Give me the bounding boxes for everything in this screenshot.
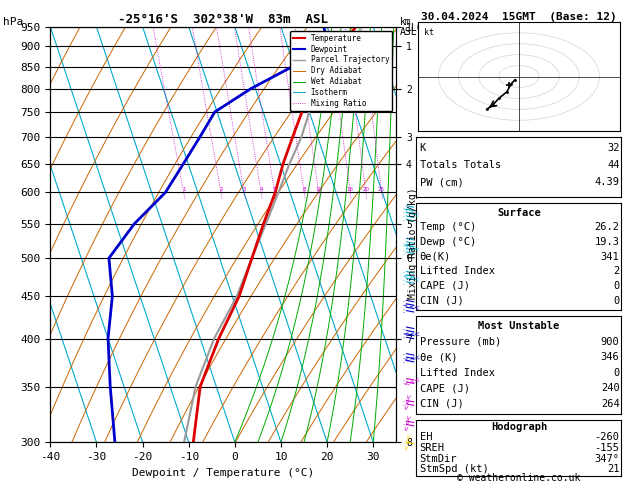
Text: © weatheronline.co.uk: © weatheronline.co.uk <box>457 473 581 483</box>
Text: km
ASL: km ASL <box>399 17 417 37</box>
Text: >>>: >>> <box>401 240 420 251</box>
Text: -: - <box>403 307 405 312</box>
Text: 20: 20 <box>362 188 369 192</box>
Text: 21: 21 <box>607 464 620 474</box>
Text: 8: 8 <box>303 188 306 192</box>
Text: Surface: Surface <box>497 208 541 218</box>
Text: K: K <box>420 143 426 153</box>
Text: 25: 25 <box>378 188 385 192</box>
Text: -: - <box>403 335 405 341</box>
Text: -: - <box>403 311 405 316</box>
Legend: Temperature, Dewpoint, Parcel Trajectory, Dry Adiabat, Wet Adiabat, Isotherm, Mi: Temperature, Dewpoint, Parcel Trajectory… <box>290 31 392 111</box>
Text: Totals Totals: Totals Totals <box>420 160 501 170</box>
Text: Pressure (mb): Pressure (mb) <box>420 337 501 347</box>
Text: 0: 0 <box>613 368 620 378</box>
Text: 4.39: 4.39 <box>594 177 620 187</box>
Text: CAPE (J): CAPE (J) <box>420 281 469 291</box>
Text: θe(K): θe(K) <box>420 252 451 261</box>
Text: 347°: 347° <box>594 454 620 464</box>
Text: kt: kt <box>425 28 434 37</box>
Text: Temp (°C): Temp (°C) <box>420 222 476 232</box>
Text: -: - <box>403 210 405 215</box>
Text: -155: -155 <box>594 443 620 453</box>
Text: 26.2: 26.2 <box>594 222 620 232</box>
Text: -: - <box>403 282 405 287</box>
Text: -: - <box>403 214 405 219</box>
Text: 900: 900 <box>601 337 620 347</box>
Text: 3: 3 <box>242 188 246 192</box>
Text: >>>: >>> <box>401 205 420 217</box>
Text: 5: 5 <box>273 188 276 192</box>
Text: -: - <box>403 399 405 405</box>
Text: 30.04.2024  15GMT  (Base: 12): 30.04.2024 15GMT (Base: 12) <box>421 12 617 22</box>
Text: 2: 2 <box>220 188 223 192</box>
Text: 0: 0 <box>613 281 620 291</box>
Text: -: - <box>403 361 405 365</box>
Text: 32: 32 <box>607 143 620 153</box>
Text: -: - <box>403 353 405 358</box>
Text: CAPE (J): CAPE (J) <box>420 383 469 393</box>
Text: -: - <box>403 378 405 383</box>
Text: -: - <box>403 422 405 427</box>
Text: -: - <box>403 303 405 308</box>
Text: Lifted Index: Lifted Index <box>420 266 494 276</box>
Text: CIN (J): CIN (J) <box>420 399 464 409</box>
Text: >>>: >>> <box>401 352 420 362</box>
X-axis label: Dewpoint / Temperature (°C): Dewpoint / Temperature (°C) <box>132 468 314 478</box>
Text: 19.3: 19.3 <box>594 237 620 247</box>
Text: 1: 1 <box>182 188 186 192</box>
Text: -: - <box>403 357 405 362</box>
Text: -: - <box>403 244 405 250</box>
Text: >>>: >>> <box>401 329 419 335</box>
Text: -: - <box>403 207 405 211</box>
Text: Hodograph: Hodograph <box>491 422 547 432</box>
Text: >>>: >>> <box>401 414 411 432</box>
Text: >>>: >>> <box>401 301 420 310</box>
Text: >>>: >>> <box>401 393 411 412</box>
Text: EH: EH <box>420 433 432 442</box>
Text: 264: 264 <box>601 399 620 409</box>
Text: -: - <box>403 299 405 304</box>
Text: PW (cm): PW (cm) <box>420 177 464 187</box>
Text: -: - <box>403 248 405 254</box>
Text: -: - <box>403 274 405 279</box>
Text: -: - <box>403 328 405 333</box>
Text: -: - <box>403 270 405 275</box>
Text: -: - <box>403 442 405 447</box>
Text: >>>: >>> <box>401 375 420 386</box>
Text: 16: 16 <box>347 188 354 192</box>
Text: 346: 346 <box>601 352 620 362</box>
Text: 240: 240 <box>601 383 620 393</box>
Text: -: - <box>403 278 405 283</box>
Text: -: - <box>403 241 405 246</box>
Text: -: - <box>403 382 405 387</box>
Text: SREH: SREH <box>420 443 445 453</box>
Text: 44: 44 <box>607 160 620 170</box>
Text: Most Unstable: Most Unstable <box>478 321 560 331</box>
Text: -: - <box>403 252 405 258</box>
Text: 10: 10 <box>315 188 322 192</box>
Text: -: - <box>403 331 405 337</box>
Text: StmSpd (kt): StmSpd (kt) <box>420 464 488 474</box>
Text: -: - <box>403 403 405 409</box>
Text: -260: -260 <box>594 433 620 442</box>
Text: 341: 341 <box>601 252 620 261</box>
Text: 0: 0 <box>613 295 620 306</box>
Text: Mixing Ratio (g/kg): Mixing Ratio (g/kg) <box>408 187 418 299</box>
Text: 4: 4 <box>259 188 263 192</box>
Title: -25°16'S  302°38'W  83m  ASL: -25°16'S 302°38'W 83m ASL <box>118 13 328 26</box>
Text: CIN (J): CIN (J) <box>420 295 464 306</box>
Text: θe (K): θe (K) <box>420 352 457 362</box>
Text: >>>: >>> <box>401 271 420 282</box>
Text: >>>: >>> <box>401 433 411 451</box>
Text: StmDir: StmDir <box>420 454 457 464</box>
Text: Lifted Index: Lifted Index <box>420 368 494 378</box>
Text: 2: 2 <box>613 266 620 276</box>
Text: hPa: hPa <box>3 17 23 27</box>
Text: Dewp (°C): Dewp (°C) <box>420 237 476 247</box>
Text: -: - <box>403 218 405 223</box>
